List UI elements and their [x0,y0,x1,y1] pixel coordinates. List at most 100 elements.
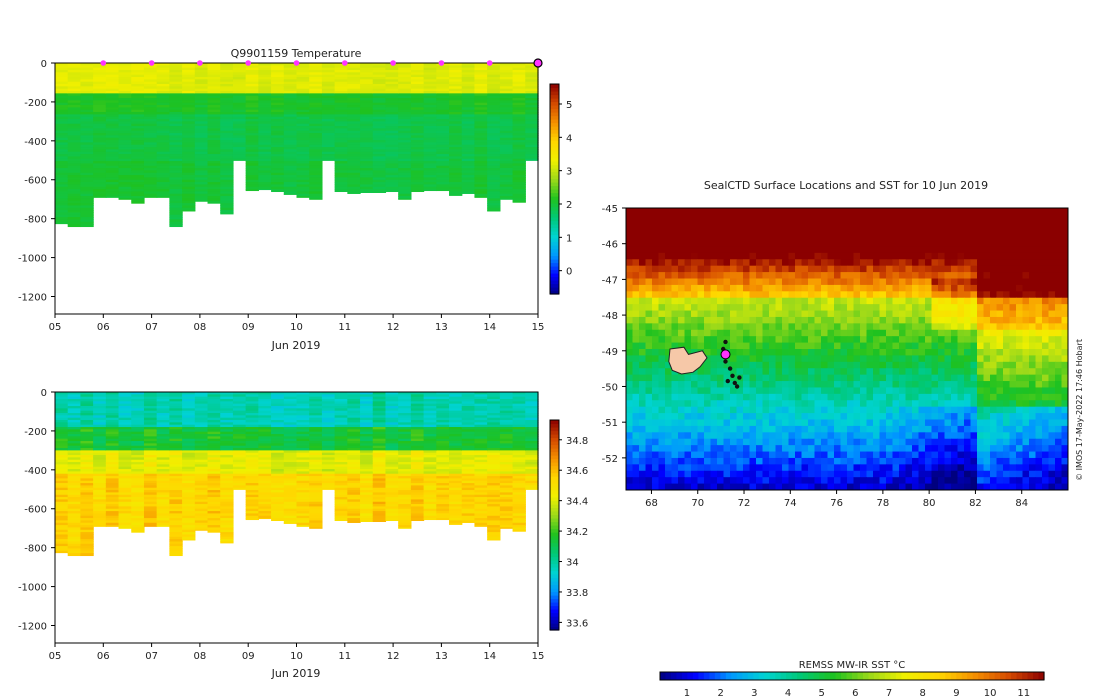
data-cell [194,471,209,475]
data-cell [499,464,514,468]
data-cell [398,527,412,529]
data-cell [105,142,120,146]
data-cell [525,448,539,451]
data-cell [296,84,310,87]
sst-cell [1003,220,1010,228]
data-cell [283,133,298,136]
data-cell [410,473,425,477]
data-cell [410,105,425,108]
data-cell [118,473,132,477]
data-cell [385,452,399,456]
data-cell [449,168,463,171]
data-cell [105,158,120,162]
data-cell [182,198,196,202]
data-cell [245,427,259,430]
data-cell [245,471,259,475]
data-cell [296,189,310,193]
data-cell [398,156,412,160]
data-cell [512,473,526,477]
data-cell [245,70,259,73]
data-cell [67,403,82,407]
sst-cell [632,240,640,247]
data-cell [169,450,183,454]
data-cell [245,100,259,104]
data-cell [182,508,196,512]
data-cell [105,508,120,512]
data-cell [182,189,196,193]
data-cell [321,74,336,78]
colorbar-segment [550,105,559,110]
data-cell [474,170,488,174]
data-cell [334,499,348,503]
data-cell [360,161,374,164]
data-cell [499,93,514,97]
data-cell [118,170,132,174]
data-cell [232,137,247,141]
x-tick-label: 13 [435,322,448,333]
sst-cell [762,208,770,215]
data-cell [156,408,170,412]
data-cell [296,450,310,454]
data-cell [194,193,209,197]
data-cell [271,179,285,183]
data-cell [296,133,310,136]
data-cell [169,490,183,493]
data-cell [423,511,437,515]
sst-cell [749,233,757,241]
data-cell [309,417,323,421]
data-cell [372,102,387,106]
data-cell [55,408,69,412]
data-cell [207,107,221,111]
data-cell [347,392,361,395]
data-cell [525,154,539,157]
data-cell [156,499,170,503]
data-cell [55,177,69,181]
sst-cell [983,227,991,235]
sst-cell [860,214,867,222]
data-cell [461,140,476,143]
data-cell [360,142,374,146]
data-cell [232,485,247,489]
data-cell [372,487,387,491]
data-cell [271,119,285,122]
data-cell [207,149,221,153]
data-cell [360,420,374,423]
data-cell [360,144,374,148]
data-cell [347,65,361,69]
data-cell [245,81,259,85]
data-cell [207,196,221,200]
data-cell [512,189,526,193]
data-cell [80,196,94,200]
data-cell [321,95,336,99]
data-cell [143,480,158,484]
data-cell [271,102,285,106]
data-cell [156,392,170,395]
data-cell [156,189,170,193]
data-cell [436,471,450,475]
data-cell [118,165,132,169]
data-cell [321,450,336,454]
data-cell [487,497,501,500]
sst-cell [899,227,906,235]
data-cell [80,198,94,202]
data-cell [449,441,463,444]
data-cell [347,436,361,440]
data-cell [309,422,323,426]
data-cell [220,525,234,529]
data-cell [220,63,234,66]
data-cell [360,114,374,118]
data-cell [525,408,539,412]
data-cell [131,399,145,402]
data-cell [474,464,488,468]
data-cell [220,399,234,402]
data-cell [487,163,501,167]
data-cell [398,158,412,162]
data-cell [271,415,285,419]
data-cell [194,415,209,419]
data-cell [220,532,234,536]
data-cell [360,126,374,129]
data-cell [499,403,514,407]
data-cell [169,406,183,409]
data-cell [372,452,387,456]
sst-cell [801,220,809,228]
